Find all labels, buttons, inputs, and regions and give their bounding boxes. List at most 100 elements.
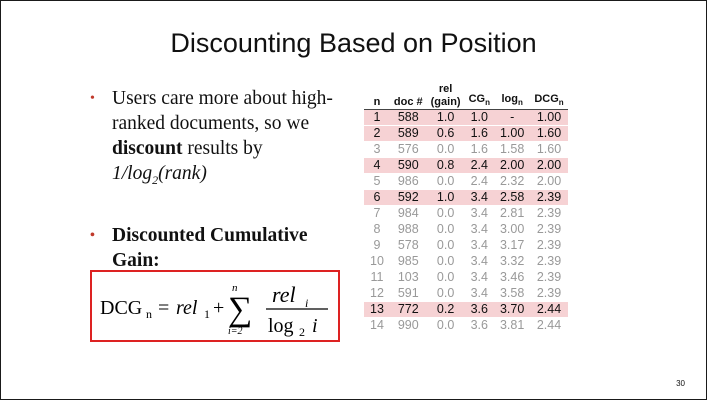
table-row: 13 772 0.2 3.6 3.70 2.44 [364, 301, 568, 318]
table-cell: 3.6 [464, 301, 494, 318]
header-label: doc # [393, 96, 423, 108]
table-cell: 2.39 [536, 254, 562, 268]
table-cell: 12 [370, 286, 384, 300]
table-cell: 3.70 [493, 301, 531, 318]
table-row: 4 590 0.8 2.4 2.00 2.00 [364, 157, 568, 174]
table-cell: 2.81 [499, 206, 525, 220]
table-cell: 1.6 [470, 142, 488, 156]
table-cell: 591 [397, 286, 419, 300]
table-row: 12 591 0.0 3.4 3.58 2.39 [364, 286, 568, 302]
table-cell: 1.00 [530, 109, 568, 126]
formula-denominator: log [268, 315, 294, 337]
table-cell: 3.4 [470, 270, 488, 284]
table-row: 5 986 0.0 2.4 2.32 2.00 [364, 174, 568, 190]
formula-lhs: DCG [100, 297, 142, 319]
table-cell: 0.0 [436, 206, 455, 220]
formula-denominator-sub: 2 [299, 325, 305, 339]
table-cell: 984 [397, 206, 419, 220]
formula-sum-upper: n [232, 282, 238, 294]
table-cell: 4 [364, 157, 390, 174]
table-body: 1 588 1.0 1.0-1.00 2 589 0.6 1.6 1.00 1.60 3 576 0.0… [364, 109, 568, 334]
table-cell: 590 [389, 157, 427, 174]
formula-plus: + [213, 297, 224, 319]
dcg-formula: DCG n = rel 1 + n ∑ i=2 rel i log 2 i [100, 282, 328, 339]
table-cell: 1.60 [530, 125, 568, 142]
table-header-cell: doc # [390, 83, 427, 110]
table-cell: 2.58 [493, 189, 531, 206]
table-cell: 0.0 [436, 270, 455, 284]
table-cell: 772 [389, 301, 427, 318]
formula-equals: = [158, 297, 169, 319]
table-cell: 1 [364, 109, 390, 126]
table-row: 7 984 0.0 3.4 2.81 2.39 [364, 206, 568, 222]
table-cell: 1.0 [426, 109, 465, 126]
table-row: 14 990 0.0 3.6 3.81 2.44 [364, 318, 568, 334]
table-cell: 2.4 [470, 174, 488, 188]
bullet-text: Users care more about high-ranked docume… [112, 88, 333, 134]
table-cell: 578 [397, 238, 419, 252]
table-cell: 11 [370, 270, 384, 284]
table-header-cell: DCGn [530, 83, 567, 110]
table-cell: 2.44 [536, 318, 562, 332]
formula-sum-lower: i=2 [228, 326, 243, 337]
table-cell: 0.2 [426, 301, 465, 318]
table-cell: 2.39 [536, 238, 562, 252]
header-label: (gain) [430, 96, 461, 108]
table-cell: 2.00 [530, 157, 568, 174]
formula-sigma: ∑ [228, 291, 252, 328]
table-cell: 6 [364, 189, 390, 206]
table-cell: 0.0 [436, 286, 455, 300]
table-cell: 2.4 [464, 157, 494, 174]
header-sub: n [517, 98, 523, 107]
header-sub: n [485, 98, 490, 107]
table-header-cell: logn [494, 83, 530, 110]
table-cell: 2 [364, 125, 390, 142]
table-cell: 589 [389, 125, 427, 142]
bullet-dot-icon: • [90, 227, 95, 243]
table-cell: 5 [373, 174, 381, 188]
bullet-text-cont: results by [182, 138, 263, 159]
page-number: 30 [676, 379, 685, 388]
table-cell: 985 [397, 254, 419, 268]
formula-denominator-var: i [312, 315, 318, 337]
table-cell: 588 [389, 109, 427, 126]
table-cell: 1.00 [493, 125, 531, 142]
bullet-discount: • Users care more about high-ranked docu… [90, 86, 360, 193]
header-label: log [501, 92, 518, 105]
table-cell: 13 [364, 301, 390, 318]
table-cell: 0.0 [436, 142, 455, 156]
table-cell: 0.6 [426, 125, 465, 142]
table-cell: 3.17 [499, 238, 525, 252]
table-cell: - [493, 109, 531, 126]
table-cell: 2.39 [536, 270, 562, 284]
bullet-dot-icon: • [90, 91, 95, 106]
table-cell: 1.60 [536, 142, 562, 156]
table-row: 3 576 0.0 1.6 1.58 1.60 [364, 142, 568, 158]
table-header-cell: rel (gain) [427, 83, 465, 110]
table-cell: 1.0 [464, 109, 494, 126]
table-cell: 103 [397, 270, 419, 284]
header-sub: n [558, 98, 564, 107]
table-cell: 990 [397, 318, 419, 332]
table-cell: 9 [373, 238, 381, 252]
table-cell: 3.4 [470, 254, 488, 268]
table-row: 6 592 1.0 3.4 2.58 2.39 [364, 189, 568, 206]
table-cell: 3.81 [499, 318, 525, 332]
slide-title: Discounting Based on Position [170, 28, 537, 58]
table-cell: 1.58 [499, 142, 525, 156]
table-cell: 2.00 [536, 174, 562, 188]
header-label: CG [468, 92, 486, 105]
table-cell: 576 [397, 142, 419, 156]
table-header-cell: n [364, 83, 390, 110]
bullet-formula: 1/log2(rank) [112, 163, 207, 187]
table-cell: 3.00 [499, 222, 525, 236]
table-row: 1 588 1.0 1.0-1.00 [364, 109, 568, 126]
table-row: 11 103 0.0 3.4 3.46 2.39 [364, 270, 568, 286]
table-cell: 3.4 [470, 222, 488, 236]
table-cell: 2.00 [493, 157, 531, 174]
header-line1: rel [438, 83, 453, 95]
table-cell: 1.0 [426, 189, 465, 206]
table-cell: 3.4 [470, 238, 488, 252]
dcg-table: n doc # rel (gain) CGn logn DCGn 1 588 1.0 1.0-1.… [364, 83, 568, 334]
table-cell: 14 [370, 318, 384, 332]
